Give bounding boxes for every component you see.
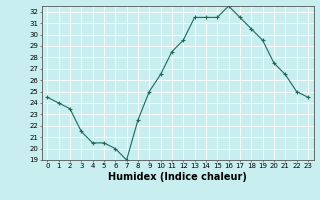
X-axis label: Humidex (Indice chaleur): Humidex (Indice chaleur) [108, 172, 247, 182]
